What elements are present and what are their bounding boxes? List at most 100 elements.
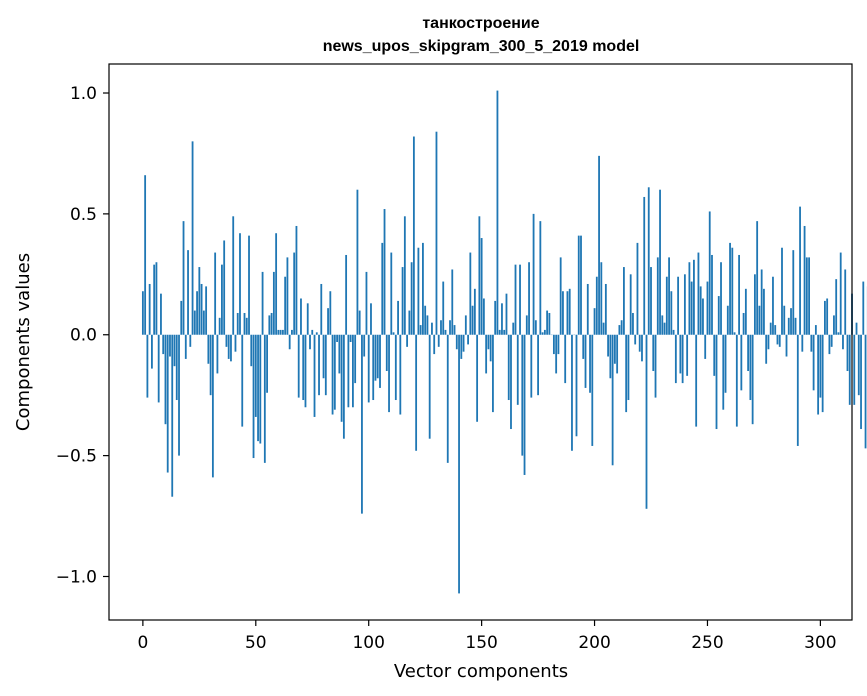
bar [315,332,318,335]
bar [584,334,587,388]
bar [230,334,232,362]
bar [562,291,564,335]
bar [552,334,555,355]
bar [729,242,731,335]
bar [702,298,704,335]
bar [530,334,533,398]
bar [591,334,594,446]
bar [320,283,323,335]
y-tick-label: −1.0 [56,567,97,587]
bar [781,247,783,335]
bar [408,310,411,335]
bar [742,312,745,335]
bar [772,276,774,335]
bar [417,247,420,335]
bar [602,322,605,335]
bar [318,334,320,396]
bar [340,334,343,422]
bar [695,334,698,427]
bar [180,300,183,335]
bar [534,320,537,335]
bar [623,267,625,335]
bar [275,233,278,335]
bar [196,291,198,335]
bar [817,334,820,415]
bar [654,334,657,398]
bar [358,310,361,335]
bar [828,334,831,355]
bar [363,334,366,357]
bar [182,221,185,335]
bar [218,317,221,335]
bar [683,274,686,335]
bar [329,291,332,335]
bar [842,334,844,350]
bar [586,283,589,335]
bar [862,281,865,335]
bar [297,334,300,398]
bar [835,279,838,335]
chart-title: танкостроение [422,15,539,32]
bar [753,274,756,335]
bar [453,325,456,335]
bar [422,242,424,335]
bar [342,334,345,439]
bar [769,322,772,335]
bar [837,332,840,335]
bar [726,305,729,335]
bar [505,293,508,335]
bar [778,334,781,347]
bar [792,250,795,335]
bar [169,334,171,357]
bar [688,262,691,335]
bar [464,315,467,335]
bar [291,329,293,335]
bar [580,235,582,335]
bar [272,271,275,335]
bar [690,281,693,335]
bar [232,216,235,335]
bar [209,334,212,396]
bar [442,281,445,335]
plot-frame [108,63,853,621]
bar [537,334,539,396]
bar [426,315,429,335]
bar [808,257,810,335]
bar [211,334,214,478]
bar [677,276,680,335]
bar [295,225,298,335]
bar [234,334,237,352]
bar [148,283,151,335]
bar [819,334,822,398]
bar [259,334,262,444]
bar [354,334,357,384]
bar [281,329,284,335]
bar [381,242,384,335]
bar [546,310,549,335]
bar [207,334,210,364]
bar [767,334,770,350]
bar [830,334,833,347]
bar [189,334,192,347]
bar [243,312,246,335]
chart-subtitle: news_upos_skipgram_300_5_2019 model [323,38,640,55]
bar [397,300,399,335]
bar [263,334,266,463]
bar [191,141,194,335]
bar [604,283,607,335]
bar [609,334,612,379]
bar [510,334,512,430]
bar [401,267,404,335]
bar [460,334,463,359]
bar [507,334,510,401]
bar [751,334,754,425]
bar [410,262,413,335]
bar [577,235,580,335]
bar [760,269,763,335]
bar [492,334,494,413]
bar [205,286,208,335]
bar [309,334,311,350]
bar [356,189,359,335]
bar [620,320,623,335]
bar [756,221,759,335]
